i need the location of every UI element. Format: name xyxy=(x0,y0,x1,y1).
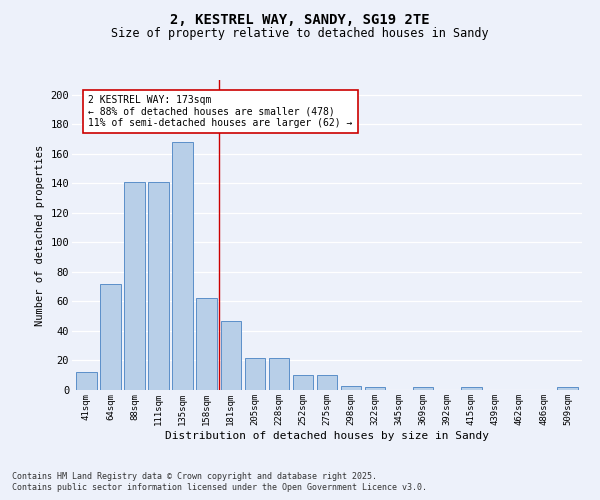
Bar xyxy=(293,375,313,390)
Text: Contains HM Land Registry data © Crown copyright and database right 2025.: Contains HM Land Registry data © Crown c… xyxy=(12,472,377,481)
Bar xyxy=(341,386,361,390)
Text: Size of property relative to detached houses in Sandy: Size of property relative to detached ho… xyxy=(111,28,489,40)
Bar xyxy=(76,372,97,390)
Bar xyxy=(100,284,121,390)
Text: Contains public sector information licensed under the Open Government Licence v3: Contains public sector information licen… xyxy=(12,484,427,492)
Bar xyxy=(269,358,289,390)
Bar xyxy=(196,298,217,390)
Bar xyxy=(365,387,385,390)
Bar xyxy=(172,142,193,390)
Bar xyxy=(317,375,337,390)
Y-axis label: Number of detached properties: Number of detached properties xyxy=(35,144,45,326)
Bar xyxy=(221,320,241,390)
Bar xyxy=(413,387,433,390)
X-axis label: Distribution of detached houses by size in Sandy: Distribution of detached houses by size … xyxy=(165,430,489,440)
Text: 2 KESTREL WAY: 173sqm
← 88% of detached houses are smaller (478)
11% of semi-det: 2 KESTREL WAY: 173sqm ← 88% of detached … xyxy=(88,95,353,128)
Bar xyxy=(148,182,169,390)
Bar xyxy=(461,387,482,390)
Bar xyxy=(557,387,578,390)
Bar xyxy=(245,358,265,390)
Text: 2, KESTREL WAY, SANDY, SG19 2TE: 2, KESTREL WAY, SANDY, SG19 2TE xyxy=(170,12,430,26)
Bar xyxy=(124,182,145,390)
